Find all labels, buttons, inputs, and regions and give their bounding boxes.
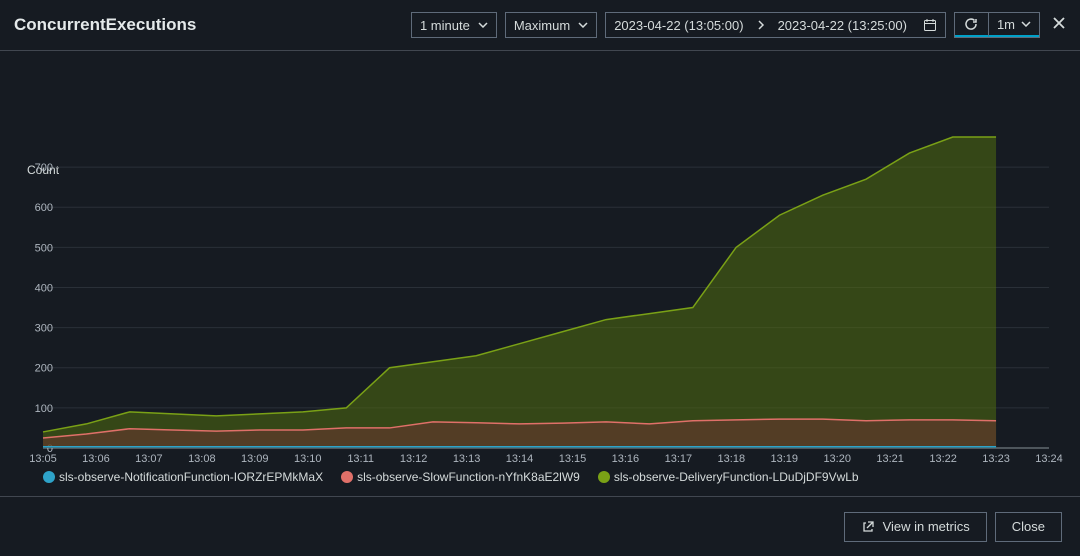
svg-text:13:14: 13:14 xyxy=(506,453,534,465)
legend-item-notification[interactable]: sls-observe-NotificationFunction-IORZrEP… xyxy=(43,470,323,484)
arrow-right-icon xyxy=(752,20,770,30)
svg-text:13:07: 13:07 xyxy=(135,453,163,465)
legend-swatch xyxy=(341,471,353,483)
external-link-icon xyxy=(861,520,875,534)
svg-text:100: 100 xyxy=(35,403,53,415)
chevron-down-icon xyxy=(578,22,588,28)
period-value: 1 minute xyxy=(420,18,470,33)
svg-text:13:08: 13:08 xyxy=(188,453,216,465)
close-footer-label: Close xyxy=(1012,519,1045,534)
svg-text:700: 700 xyxy=(35,162,53,174)
svg-text:200: 200 xyxy=(35,363,53,375)
svg-text:13:15: 13:15 xyxy=(559,453,587,465)
svg-text:13:23: 13:23 xyxy=(982,453,1010,465)
time-from: 2023-04-22 (13:05:00) xyxy=(606,18,751,33)
svg-text:13:12: 13:12 xyxy=(400,453,428,465)
refresh-button[interactable] xyxy=(955,13,989,37)
time-to: 2023-04-22 (13:25:00) xyxy=(770,18,915,33)
calendar-icon xyxy=(915,18,945,32)
refresh-interval-dropdown[interactable]: 1m xyxy=(989,13,1039,37)
chart-area: 010020030040050060070013:0513:0613:0713:… xyxy=(0,51,1080,496)
svg-text:13:18: 13:18 xyxy=(718,453,746,465)
legend-label: sls-observe-SlowFunction-nYfnK8aE2lW9 xyxy=(357,470,580,484)
time-range-picker[interactable]: 2023-04-22 (13:05:00) 2023-04-22 (13:25:… xyxy=(605,12,946,38)
svg-text:13:17: 13:17 xyxy=(665,453,693,465)
refresh-interval-value: 1m xyxy=(997,17,1015,32)
svg-text:13:16: 13:16 xyxy=(612,453,640,465)
statistic-dropdown[interactable]: Maximum xyxy=(505,12,597,38)
svg-text:600: 600 xyxy=(35,202,53,214)
page-title: ConcurrentExecutions xyxy=(14,15,196,35)
view-in-metrics-button[interactable]: View in metrics xyxy=(844,512,987,542)
svg-text:13:06: 13:06 xyxy=(82,453,110,465)
svg-text:13:11: 13:11 xyxy=(347,453,374,465)
svg-text:13:19: 13:19 xyxy=(770,453,798,465)
legend-label: sls-observe-DeliveryFunction-LDuDjDF9VwL… xyxy=(614,470,859,484)
chevron-down-icon xyxy=(1021,21,1031,27)
svg-text:300: 300 xyxy=(35,323,53,335)
close-icon xyxy=(1052,16,1066,30)
refresh-icon xyxy=(964,17,978,31)
legend-swatch xyxy=(43,471,55,483)
svg-text:500: 500 xyxy=(35,242,53,254)
legend-label: sls-observe-NotificationFunction-IORZrEP… xyxy=(59,470,323,484)
svg-text:13:20: 13:20 xyxy=(823,453,851,465)
svg-text:13:09: 13:09 xyxy=(241,453,269,465)
legend-item-slow[interactable]: sls-observe-SlowFunction-nYfnK8aE2lW9 xyxy=(341,470,580,484)
legend-item-delivery[interactable]: sls-observe-DeliveryFunction-LDuDjDF9VwL… xyxy=(598,470,859,484)
period-dropdown[interactable]: 1 minute xyxy=(411,12,497,38)
svg-text:13:24: 13:24 xyxy=(1035,453,1063,465)
close-footer-button[interactable]: Close xyxy=(995,512,1062,542)
svg-text:13:21: 13:21 xyxy=(876,453,904,465)
svg-text:13:22: 13:22 xyxy=(929,453,957,465)
svg-text:400: 400 xyxy=(35,282,53,294)
view-in-metrics-label: View in metrics xyxy=(883,519,970,534)
legend-swatch xyxy=(598,471,610,483)
svg-text:13:13: 13:13 xyxy=(453,453,481,465)
svg-text:13:10: 13:10 xyxy=(294,453,322,465)
chevron-down-icon xyxy=(478,22,488,28)
svg-text:13:05: 13:05 xyxy=(29,453,57,465)
close-button[interactable] xyxy=(1052,16,1066,35)
statistic-value: Maximum xyxy=(514,18,570,33)
